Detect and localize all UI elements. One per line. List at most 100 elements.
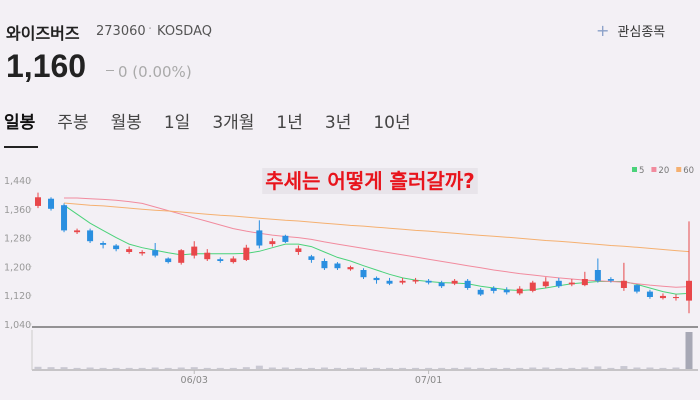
candle-body [347,267,354,270]
volume-bar [412,367,420,369]
legend-swatch [632,167,637,172]
volume-bar [607,367,615,369]
candle-body [126,249,133,252]
candle-body [581,279,588,286]
candle-body [373,277,380,281]
candle-body [516,288,523,294]
volume-bar [451,367,459,369]
period-tab[interactable]: 3년 [324,113,352,133]
candle-body [464,280,471,288]
candle-body [542,281,549,287]
period-tab[interactable]: 1년 [276,113,303,133]
watchlist-label[interactable]: 관심종목 [617,25,666,40]
volume-bar [138,367,146,369]
volume-bar [516,367,524,369]
change: 0 (0.00%) [118,63,192,81]
candle-body [48,198,55,209]
volume-bar [34,366,42,369]
volume-bar [464,367,472,369]
volume-bar [594,366,602,369]
volume-bar [659,367,667,369]
period-tab[interactable]: 1일 [163,113,191,133]
candle-body [165,258,172,263]
volume-bar [216,367,224,369]
candle-body [438,282,445,287]
legend-label: 5 [639,166,644,176]
stock-code: 273060 [96,24,146,39]
volume-bar [242,367,250,369]
legend-swatch [676,167,682,172]
volume-bar [646,367,654,369]
candle-body [35,197,41,206]
annotation-background [262,168,478,194]
candle-body [295,248,302,252]
volume-bar [164,367,172,369]
candle-body [386,280,393,284]
separator: · [148,22,153,37]
candle-body [74,230,81,233]
annotation-text: 추세는 어떻게 흘러갈까? [265,169,475,193]
volume-bar [333,367,341,369]
volume-bar [73,367,81,369]
volume-bar [399,367,407,369]
candle-body [633,285,640,292]
candle-body [607,279,614,281]
volume-bar [477,367,485,369]
volume-bar [177,367,185,369]
candle-body [425,280,432,283]
moving-average-line [63,202,690,253]
volume-bar [529,367,537,369]
legend-label: 20 [658,166,669,176]
candle-body [686,280,692,301]
candle-body [139,252,146,254]
volume-bar [672,367,680,369]
candle-body [321,261,328,269]
period-tab[interactable]: 일봉 [4,113,36,133]
volume-bar [307,367,315,369]
volume-bar [633,367,641,369]
candle-body [568,282,575,285]
candle-body [672,297,679,299]
volume-bar [86,367,94,369]
period-tab[interactable]: 월봉 [110,113,142,133]
y-tick-label: 1,200 [4,262,31,273]
period-tab[interactable]: 3개월 [212,113,255,133]
period-tab[interactable]: 주봉 [57,113,89,133]
candle-body [178,250,185,263]
candle-body [152,250,159,256]
period-tab[interactable]: 10년 [373,113,411,133]
candle-body [308,256,315,260]
volume-bar [281,367,289,369]
candle-body [555,280,562,287]
legend-label: 60 [683,166,694,176]
candle-body [659,295,666,299]
volume-bar [190,367,198,369]
candle-body [490,288,497,291]
volume-bar [373,367,381,369]
y-tick-label: 1,040 [4,320,31,331]
volume-bar [581,367,589,369]
candle-body [594,270,601,281]
x-tick-label: 07/01 [415,375,442,386]
annotation: 추세는 어떻게 흘러갈까? [262,168,478,194]
candle-body [646,291,653,297]
candle-body [191,246,198,256]
candle-body [217,259,224,261]
candle-body [243,247,250,260]
volume-bar [294,367,302,369]
period-tabs: 일봉 주봉 월봉 1일 3개월 1년 3년 10년 [0,108,429,133]
volume-bar [60,367,68,369]
volume-bar [151,367,159,369]
volume-bar [99,367,107,369]
candle-body [204,252,211,260]
candle-body [399,280,406,283]
watchlist-button[interactable]: + 관심종목 [596,21,666,40]
candle-body [282,235,289,242]
candle-body [61,205,68,231]
volume-bar [386,367,394,369]
volume-bar [320,367,328,369]
volume-bar [542,367,550,369]
volume-bar [503,367,511,369]
